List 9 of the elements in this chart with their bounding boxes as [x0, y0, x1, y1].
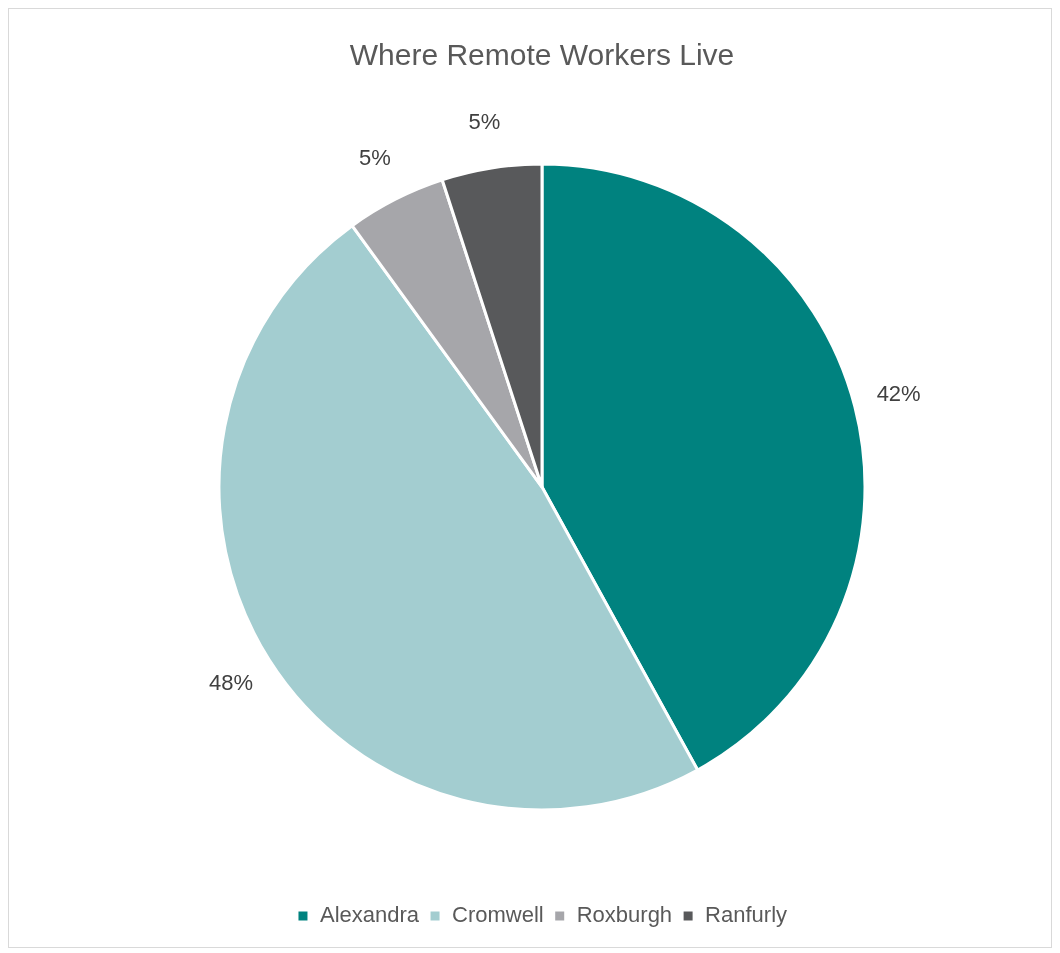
data-label: 48%: [209, 670, 254, 696]
legend-label: Alexandra: [319, 902, 420, 928]
legend-label: Roxburgh: [576, 902, 673, 928]
legend-label: Cromwell: [452, 902, 544, 928]
chart-title: Where Remote Workers Live: [349, 38, 735, 72]
data-label: 42%: [876, 381, 921, 407]
data-label: 5%: [468, 109, 501, 135]
legend-label: Ranfurly: [705, 902, 788, 928]
data-label: 5%: [358, 144, 391, 170]
